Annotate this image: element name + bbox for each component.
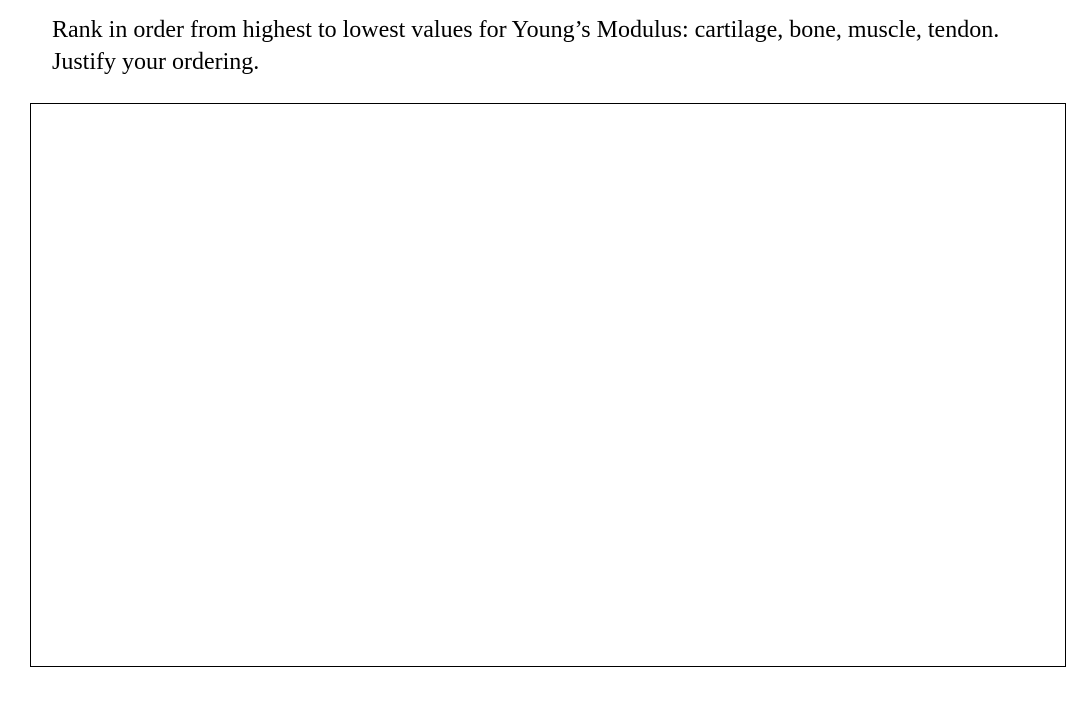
question-text: Rank in order from highest to lowest val… bbox=[30, 14, 1060, 79]
answer-box bbox=[30, 103, 1066, 667]
